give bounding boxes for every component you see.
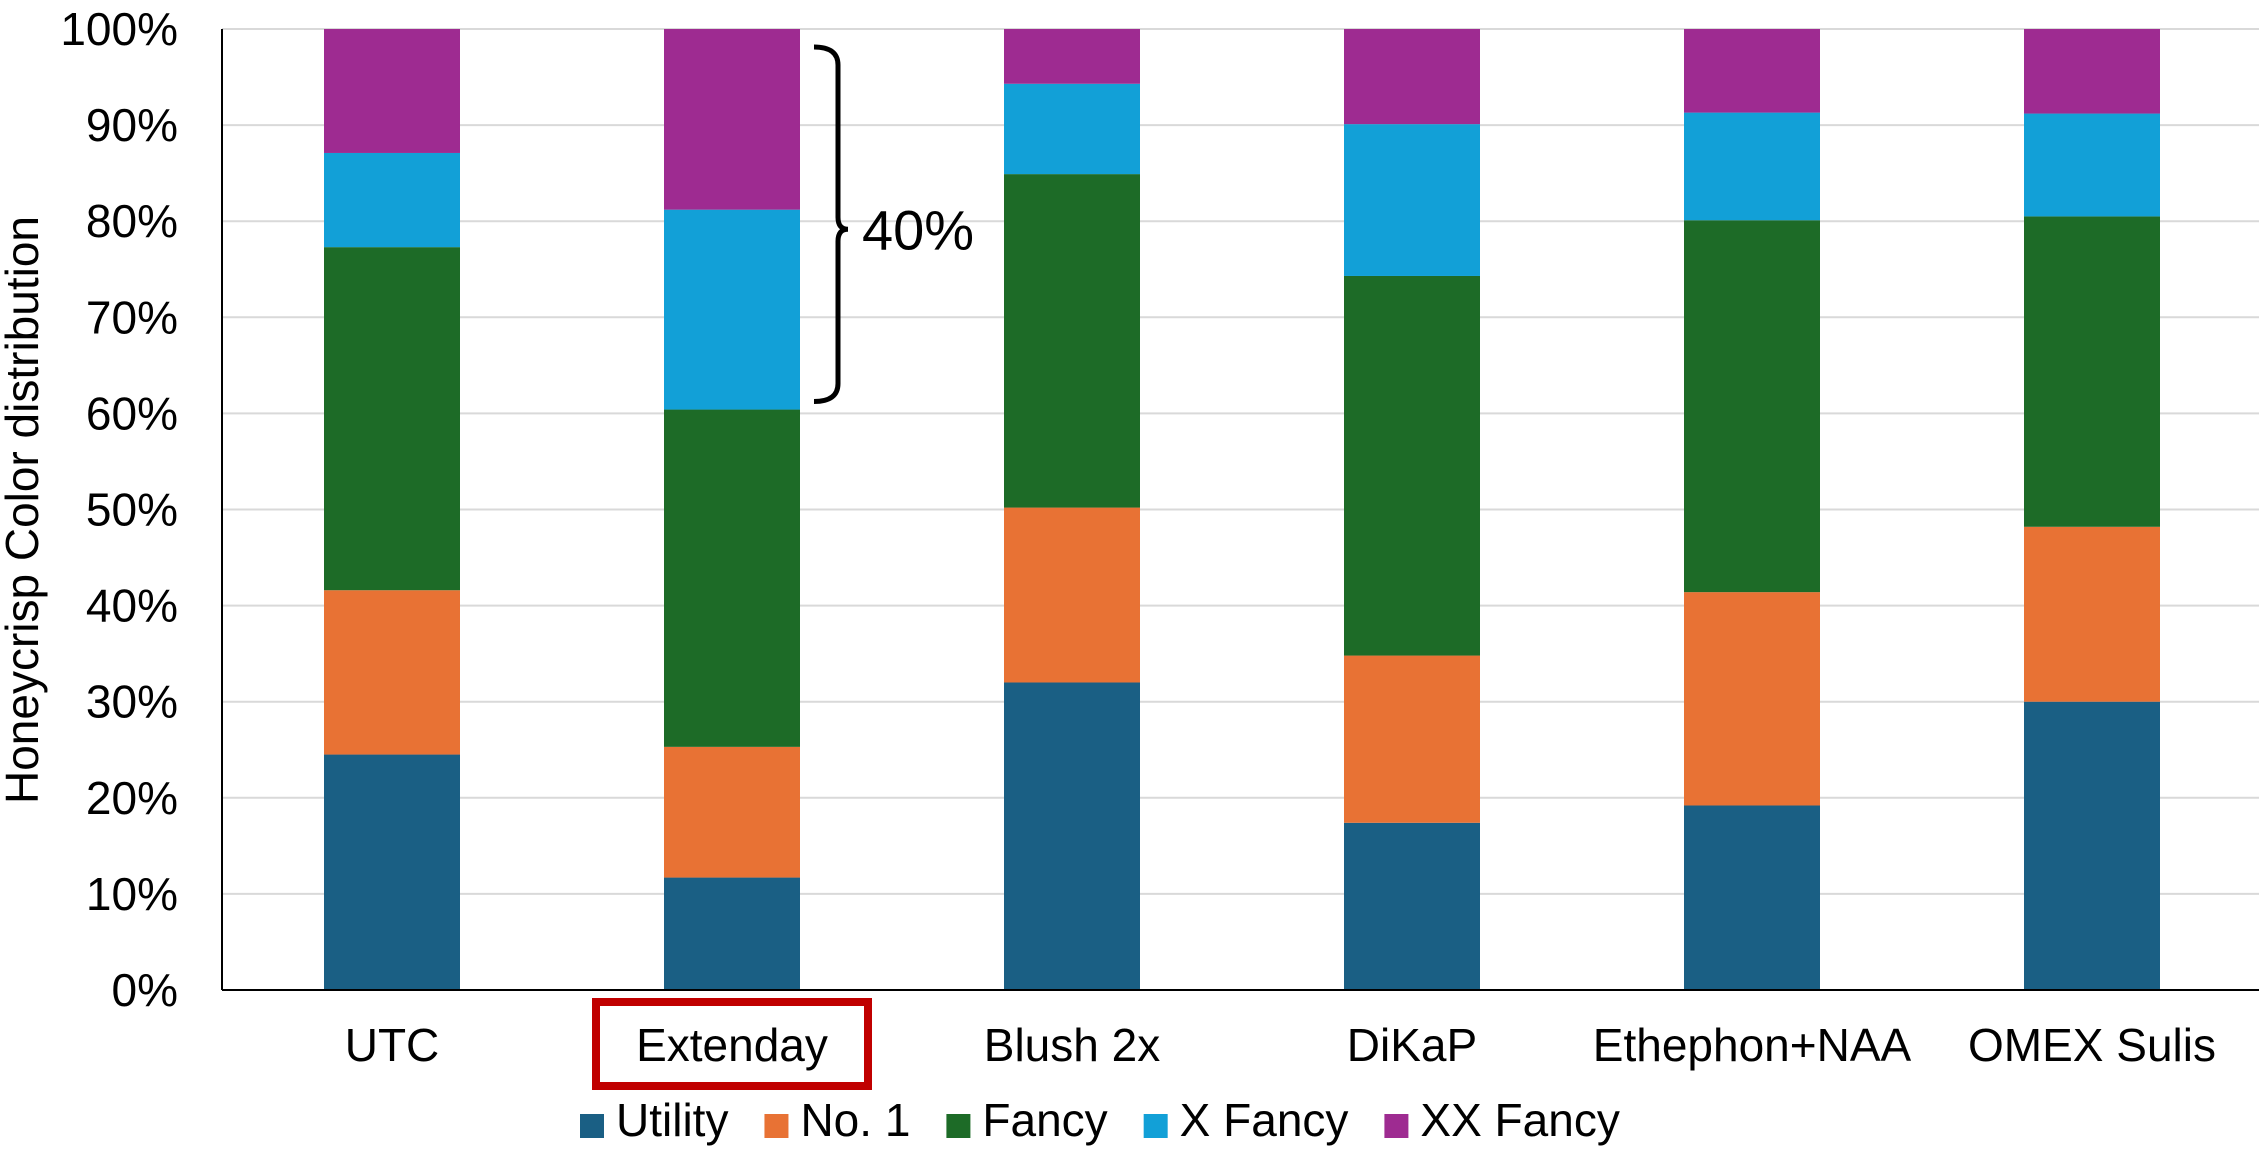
bar-segment [664,29,800,210]
legend-label: Utility [616,1094,728,1146]
legend-label: XX Fancy [1420,1094,1619,1146]
bar-segment [1004,507,1140,683]
legend-label: X Fancy [1180,1094,1349,1146]
bar-segment [1684,220,1820,593]
axes [221,29,2259,991]
bar-segment [1684,805,1820,990]
bar-segment [2024,216,2160,527]
y-axis-title: Honeycrisp Color distribution [0,216,48,804]
bar-segment [2024,113,2160,217]
annotation-label: 40% [862,198,974,261]
category-label: Ethephon+NAA [1593,1019,1912,1071]
bar-segment [664,746,800,878]
category-label: Blush 2x [984,1019,1160,1071]
bar-segment [664,877,800,990]
highlight-box [592,998,872,1090]
category-label: DiKaP [1347,1019,1477,1071]
bar-segment [664,209,800,410]
legend-swatch [946,1114,971,1138]
annotation-bracket: 40% [813,44,974,405]
legend-swatch [764,1114,789,1138]
bar-segment [324,247,460,591]
bar-segment [1004,682,1140,990]
bar-segment [1344,275,1480,656]
bracket-line [813,44,849,405]
category-label: UTC [345,1019,440,1071]
bar-segment [324,152,460,248]
y-tick-label: 30% [86,676,178,728]
legend-label: Fancy [982,1094,1107,1146]
y-tick-label: 70% [86,291,178,343]
category-label: OMEX Sulis [1968,1019,2216,1071]
bar-segment [1004,83,1140,175]
bar-segment [2024,701,2160,990]
gridlines [222,28,2259,895]
y-tick-label: 100% [60,3,178,55]
bar-segment [1344,29,1480,125]
bars [324,29,2160,990]
y-tick-label: 0% [112,964,178,1016]
legend-label: No. 1 [800,1094,910,1146]
y-tick-labels: 0% 10% 20% 30% 40% 50% 60% 70% 80% 90% 100% [60,3,178,1016]
y-tick-label: 50% [86,484,178,536]
bar-segment [1004,29,1140,84]
bar-segment [664,409,800,747]
bar-segment [324,754,460,990]
legend-swatch [1384,1114,1409,1138]
category-label: Extenday [636,1019,828,1071]
bar-segment [1684,592,1820,806]
bar-segment [1344,822,1480,990]
bar-segment [1344,124,1480,276]
bar-segment [1684,112,1820,221]
y-tick-label: 10% [86,868,178,920]
legend-swatch [1143,1114,1168,1138]
y-tick-label: 20% [86,772,178,824]
bar-segment [324,590,460,755]
bar-segment [1344,655,1480,823]
bar-segment [2024,526,2160,702]
bar-segment [1684,29,1820,113]
bar-segment [324,29,460,153]
y-tick-label: 80% [86,195,178,247]
y-tick-label: 40% [86,580,178,632]
legend-swatch [580,1114,604,1138]
bar-segment [1004,174,1140,508]
bar-segment [2024,29,2160,114]
y-tick-label: 60% [86,387,178,439]
category-labels: UTC Extenday Blush 2x DiKaP Ethephon+NAA OMEX… [345,1019,2216,1071]
legend: Utility No. 1 Fancy X Fancy XX Fancy [580,1094,1620,1146]
y-tick-label: 90% [86,99,178,151]
